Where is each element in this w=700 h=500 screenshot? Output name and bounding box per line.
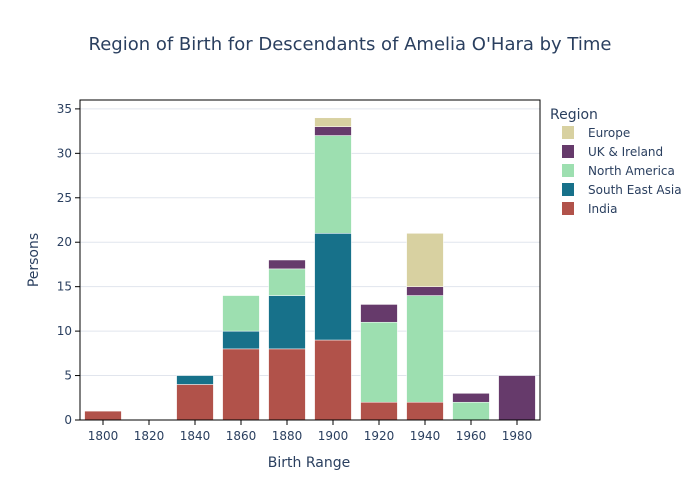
bar-segment <box>268 268 306 296</box>
y-tick-label: 20 <box>57 235 72 249</box>
y-tick-label: 25 <box>57 191 72 205</box>
bar-segment <box>406 233 444 287</box>
legend: Region Europe UK & Ireland North America So… <box>550 107 682 216</box>
chart-title: Region of Birth for Descendants of Ameli… <box>89 34 612 55</box>
bar-segment <box>498 375 536 421</box>
legend-entry-label: UK & Ireland <box>588 145 663 159</box>
bar-segment <box>314 126 352 136</box>
bar-segment <box>406 401 444 421</box>
bar-segment <box>452 393 490 403</box>
bar-segment <box>360 401 398 421</box>
bar-segment <box>222 348 260 421</box>
bar-segment <box>268 348 306 421</box>
y-tick-label: 30 <box>57 146 72 160</box>
x-tick-label: 1800 <box>88 429 119 443</box>
bar-segment <box>314 117 352 127</box>
x-tick-label: 1820 <box>134 429 165 443</box>
bar-segment <box>314 135 352 234</box>
bar-segment <box>222 295 260 332</box>
legend-swatch <box>562 126 574 139</box>
bar-segment <box>406 286 444 296</box>
x-tick-label: 1960 <box>456 429 487 443</box>
y-tick-label: 5 <box>64 369 72 383</box>
bar-segment <box>222 330 260 350</box>
plot-area-frame <box>79 99 541 421</box>
bar-segment <box>360 321 398 403</box>
legend-swatch <box>562 183 574 196</box>
bar-segment <box>452 401 490 421</box>
bar-segment <box>268 295 306 350</box>
y-tick-label: 10 <box>57 324 72 338</box>
y-axis-ticks: 0 5 10 15 20 25 30 35 <box>57 102 80 427</box>
x-tick-label: 1920 <box>364 429 395 443</box>
y-tick-label: 35 <box>57 102 72 116</box>
legend-swatch <box>562 164 574 177</box>
bar-segment <box>406 295 444 403</box>
x-tick-label: 1980 <box>502 429 533 443</box>
legend-entry-label: India <box>588 202 617 216</box>
x-tick-label: 1880 <box>272 429 303 443</box>
x-tick-label: 1860 <box>226 429 257 443</box>
bar-segment <box>176 375 214 385</box>
bar-segment <box>360 304 398 323</box>
x-axis-label: Birth Range <box>268 455 350 471</box>
bar-segment <box>84 410 122 421</box>
legend-title: Region <box>550 107 598 123</box>
legend-swatch <box>562 202 574 215</box>
legend-entry-label: Europe <box>588 126 630 140</box>
x-tick-label: 1900 <box>318 429 349 443</box>
y-gridlines <box>80 108 540 377</box>
x-tick-label: 1940 <box>410 429 441 443</box>
legend-swatch <box>562 145 574 158</box>
y-tick-label: 0 <box>64 413 72 427</box>
bar-segment <box>268 259 306 270</box>
x-tick-label: 1840 <box>180 429 211 443</box>
x-axis-ticks: 1800 1820 1840 1860 1880 1900 1920 1940 1960 1980 <box>88 420 533 443</box>
bar-segment <box>176 384 214 421</box>
legend-entry-label: South East Asia <box>588 183 682 197</box>
y-tick-label: 15 <box>57 280 72 294</box>
bar-segment <box>314 233 352 341</box>
legend-entry-label: North America <box>588 164 675 178</box>
y-axis-label: Persons <box>26 233 42 287</box>
bar-segment <box>314 339 352 421</box>
bars-layer <box>84 117 536 421</box>
